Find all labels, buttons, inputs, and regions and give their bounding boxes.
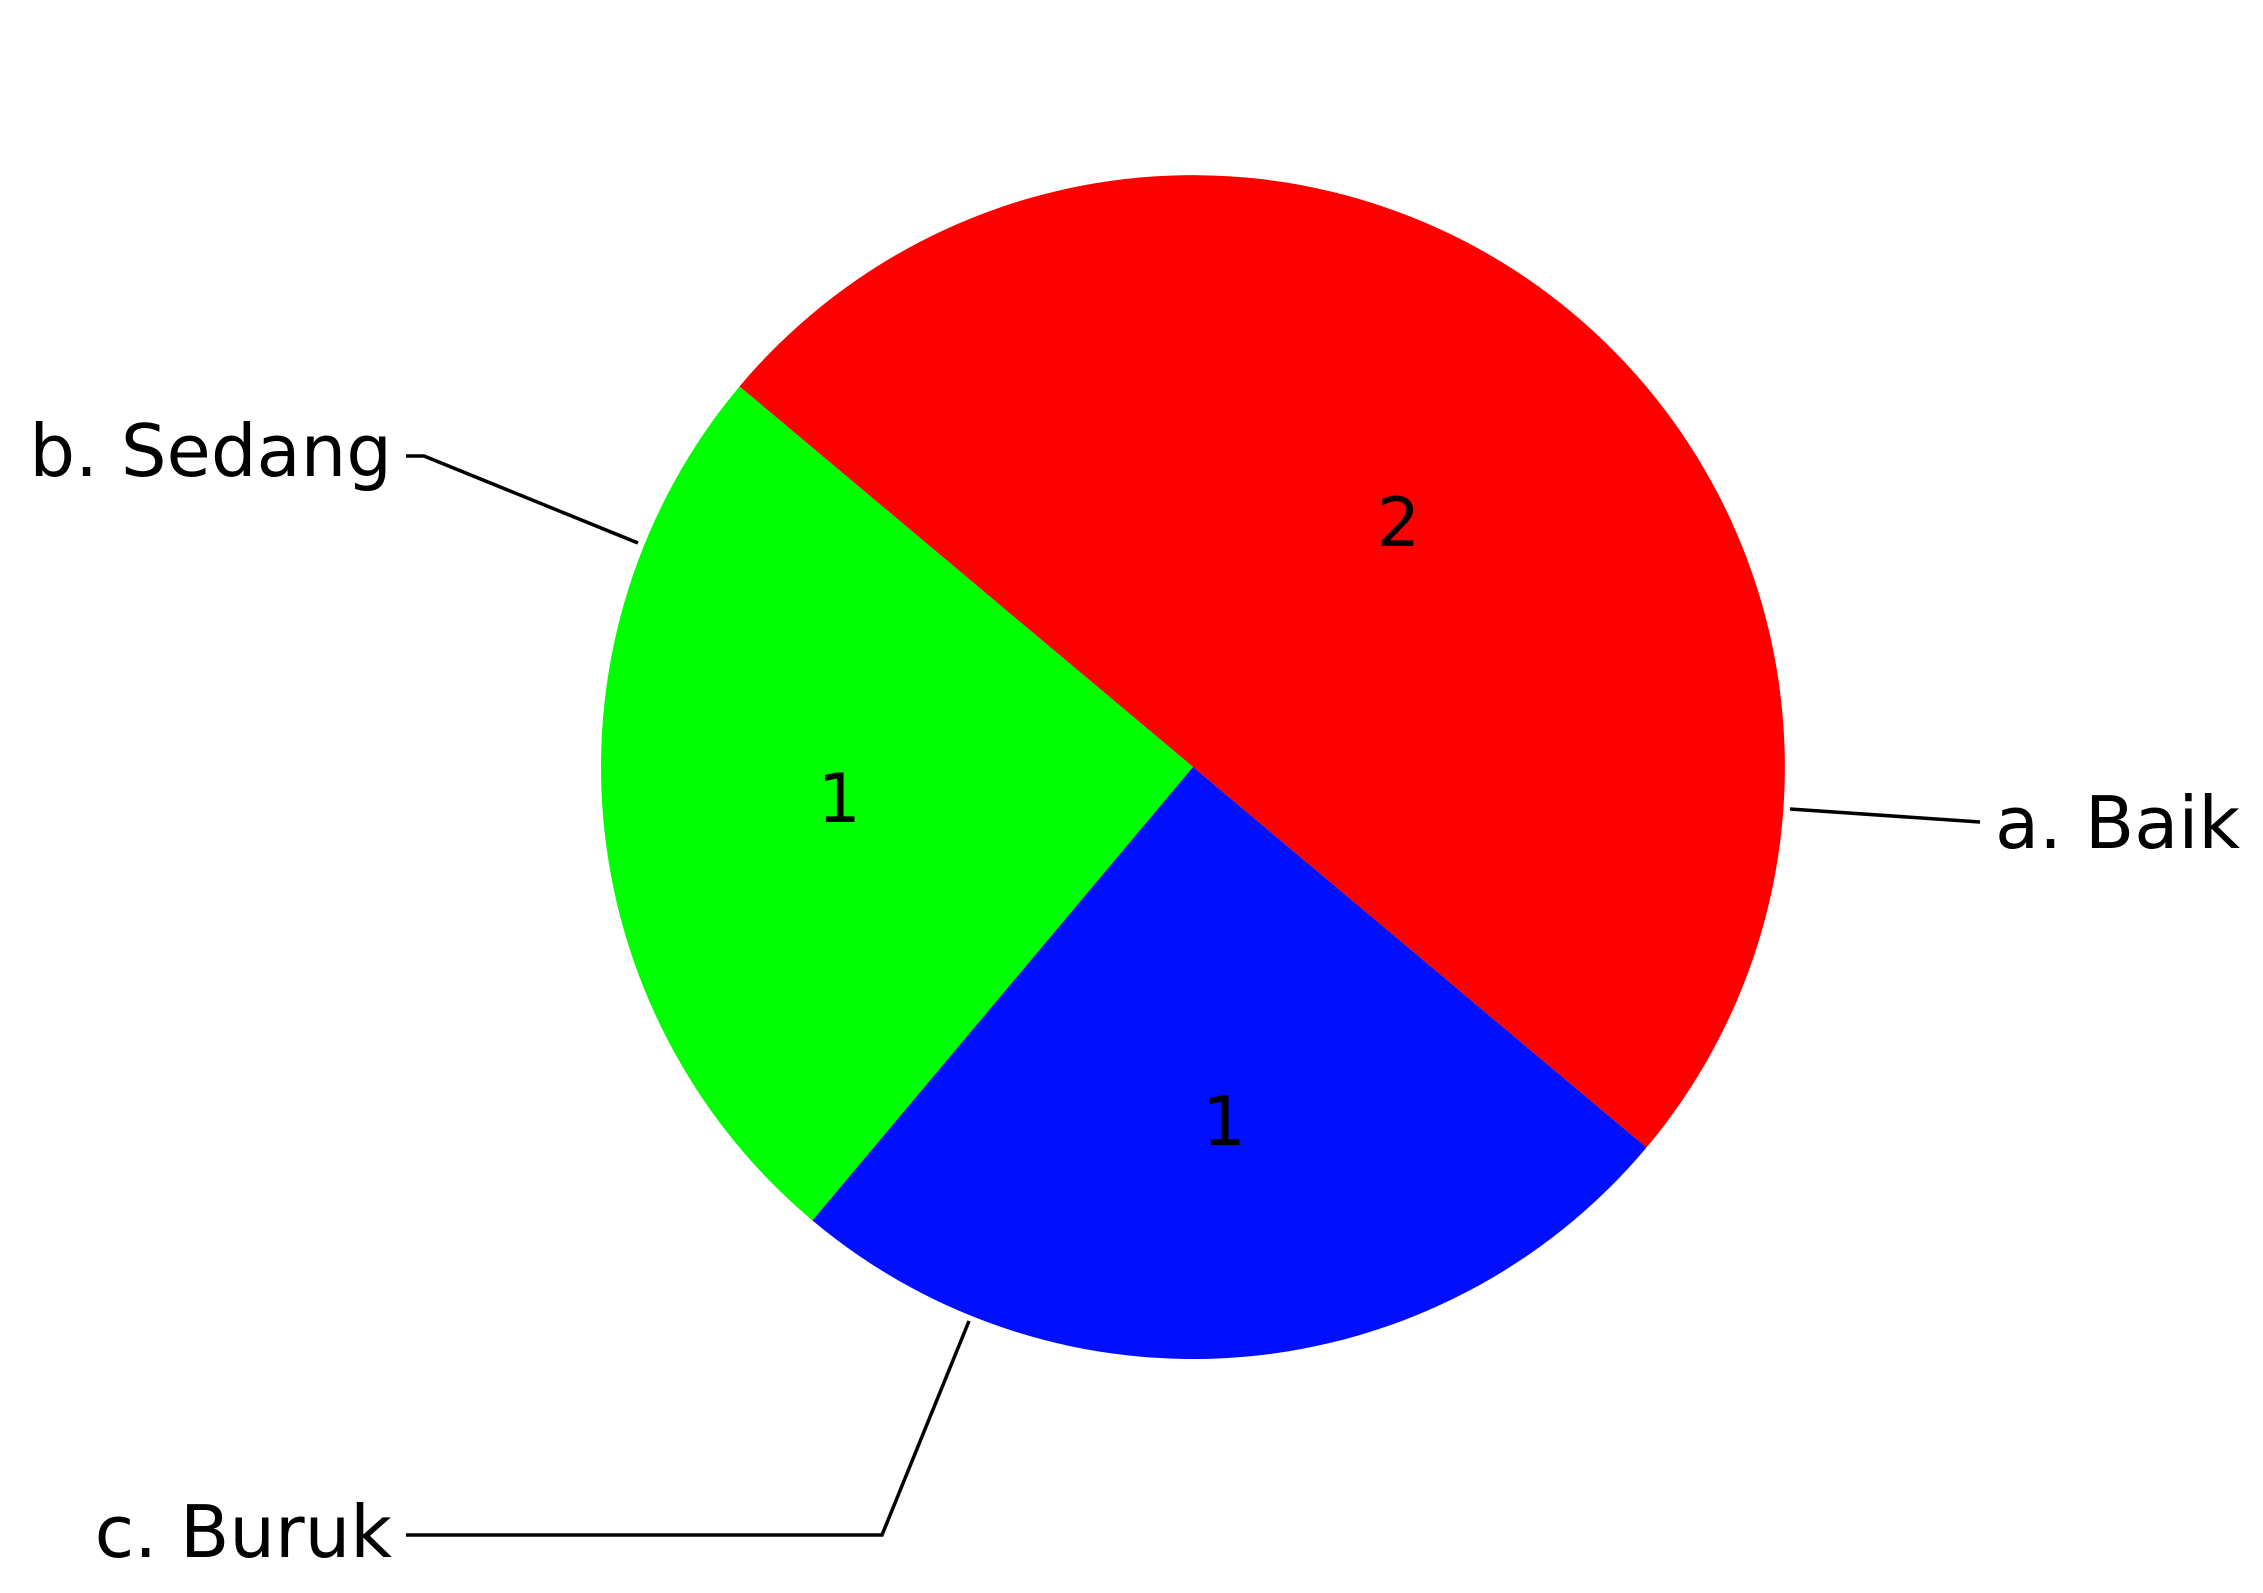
category-label-buruk: c. Buruk [95,1490,393,1574]
category-label-baik: a. Baik [1995,781,2240,865]
slice-value-label-baik: 2 [1377,484,1420,563]
category-label-sedang: b. Sedang [29,409,392,493]
pie-slice-a-baik [739,175,1785,1148]
slice-value-label-sedang: 1 [818,760,861,839]
slice-value-label-buruk: 1 [1202,1083,1245,1162]
leader-line-b-sedang [406,454,639,545]
leader-line-a-baik [1789,807,1981,824]
pie-slice-b-sedang [601,386,1193,1221]
pie-slices [601,175,1785,1360]
leader-line-c-buruk [406,1320,971,1537]
leader-lines [406,454,1981,1537]
pie-slice-c-buruk [812,767,1647,1360]
